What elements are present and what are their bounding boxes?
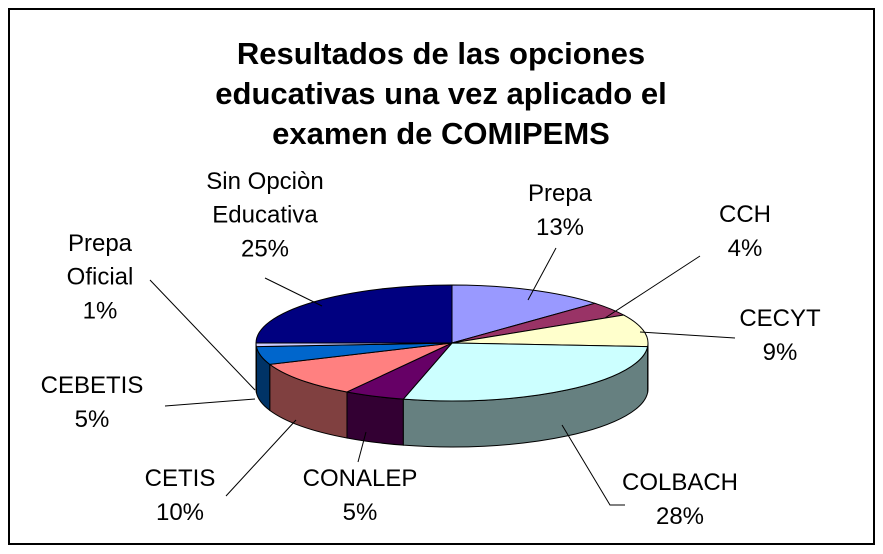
slice-value-label: 25% [241,235,289,262]
slice-side [346,391,404,446]
leader-line [527,247,557,301]
slice-label: CECYT [739,305,821,332]
slice-value-label: 28% [656,503,704,530]
slice-value-label: 13% [536,214,584,241]
slice-value-label: 9% [763,339,798,366]
leader-line [225,419,297,497]
leader-line [357,431,367,463]
slice-value-label: 5% [343,499,378,526]
slice-value-label: 4% [728,235,763,262]
slice-value-label: 5% [75,406,110,433]
leader-line [639,331,736,339]
slice [268,342,453,393]
slice-label: Prepa Oficial [67,230,134,291]
slice-label: Prepa [528,180,593,207]
leader-line [164,398,256,407]
slice [451,284,597,344]
chart-title: Resultados de las opciones educativas una… [215,36,666,151]
leader-line [604,255,701,319]
slice [402,342,649,402]
slice-value-label: 1% [83,297,118,324]
leader-line [561,424,625,506]
slice-label: Sin Opciòn Educativa [206,168,323,229]
slice-label: CONALEP [303,465,418,492]
slice-value-label: 10% [156,499,204,526]
slice-label: CEBETIS [41,372,144,399]
leader-line [149,279,256,391]
slice-label: COLBACH [622,469,738,496]
chart-frame [8,8,875,545]
slice-label: CETIS [145,465,216,492]
slice-label: CCH [719,201,771,228]
slice [451,314,649,348]
leader-line [264,277,323,307]
